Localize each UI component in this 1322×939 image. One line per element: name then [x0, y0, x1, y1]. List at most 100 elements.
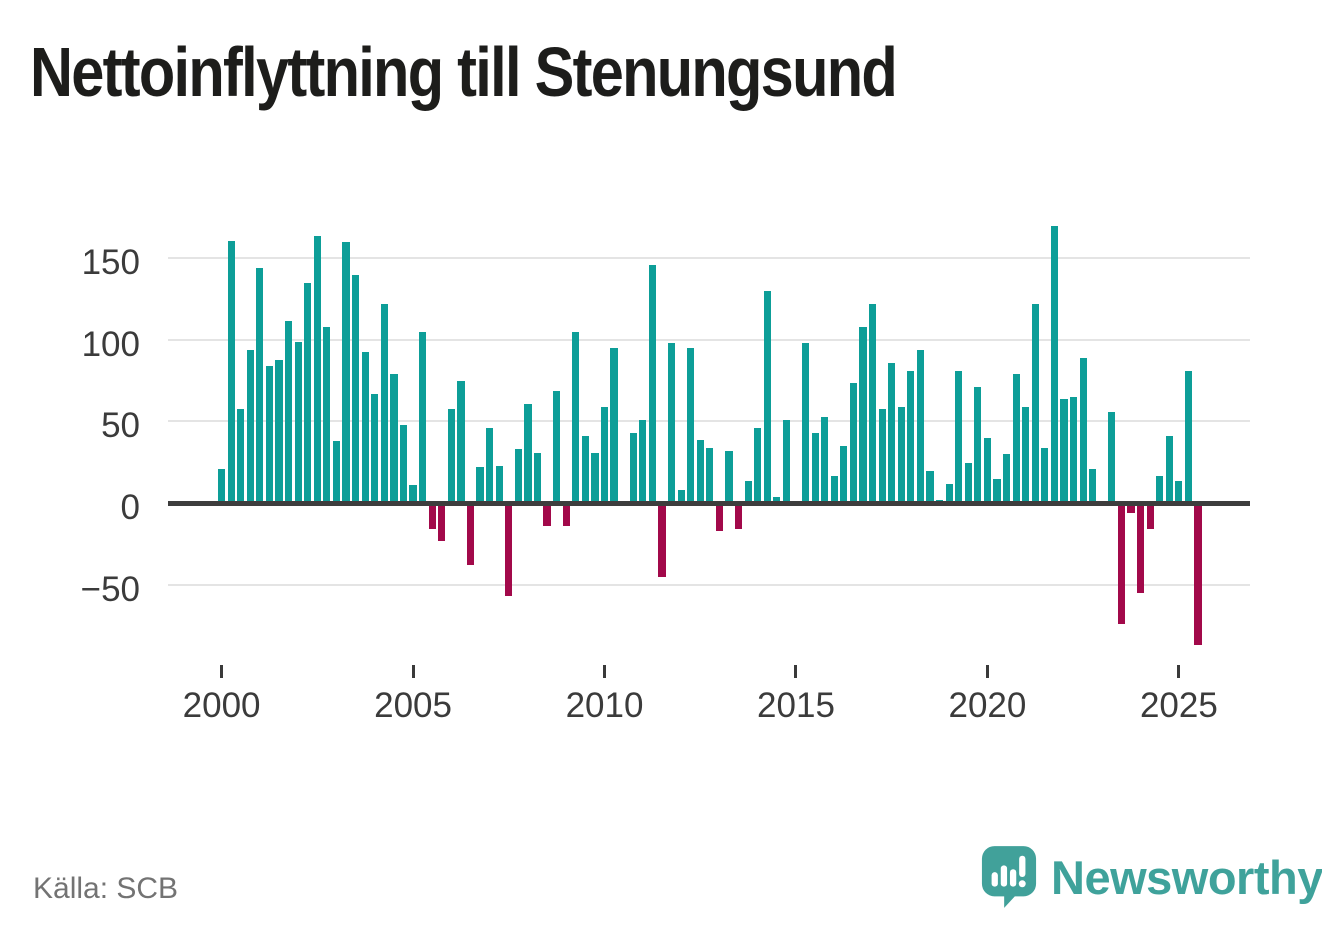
bar	[275, 359, 283, 505]
x-tick-mark	[603, 665, 607, 678]
bar	[399, 424, 408, 505]
bar	[256, 268, 264, 505]
bar	[945, 483, 953, 505]
bar	[811, 433, 819, 505]
bar	[1146, 503, 1154, 530]
bar	[983, 438, 992, 505]
bar	[352, 274, 360, 505]
newsworthy-bubble-icon	[981, 846, 1037, 908]
bar	[955, 371, 963, 505]
bar	[246, 349, 254, 505]
bar	[1002, 454, 1011, 505]
bar	[821, 416, 829, 505]
bar	[533, 452, 542, 505]
bar	[782, 420, 790, 505]
bar	[878, 408, 886, 505]
x-tick-label: 2005	[374, 686, 452, 725]
x-tick-mark	[411, 665, 415, 678]
y-tick-label: 150	[81, 243, 140, 283]
bar	[1031, 304, 1039, 505]
bar	[1127, 503, 1135, 514]
bar	[1012, 374, 1020, 505]
bar	[323, 327, 331, 505]
bar	[476, 467, 484, 505]
bar	[1022, 407, 1030, 505]
bar	[1060, 398, 1068, 505]
bar	[495, 465, 503, 505]
bar	[332, 441, 341, 505]
bar	[1108, 411, 1116, 505]
bar	[380, 304, 388, 505]
bar	[840, 446, 848, 505]
bar	[486, 428, 494, 505]
bar	[763, 291, 771, 505]
bar	[715, 503, 723, 532]
bar	[371, 393, 379, 505]
bar	[830, 475, 838, 505]
bar	[744, 480, 752, 505]
bar	[687, 348, 695, 505]
bar	[706, 447, 714, 505]
bar	[993, 478, 1001, 505]
bar	[505, 503, 513, 597]
bar	[964, 462, 972, 505]
bar	[916, 349, 925, 505]
bar	[773, 496, 781, 505]
bar	[218, 469, 226, 505]
gridline	[168, 338, 1250, 341]
bar	[639, 420, 647, 505]
bar	[304, 282, 312, 505]
bar	[667, 343, 676, 505]
bar	[514, 449, 522, 505]
bar	[294, 341, 302, 505]
bar	[285, 320, 293, 505]
bar	[677, 490, 685, 505]
y-tick-label: 0	[120, 488, 140, 527]
newsworthy-logo: Newsworthy	[980, 844, 1322, 910]
bar	[227, 240, 235, 505]
bar	[610, 348, 618, 505]
bar	[734, 503, 743, 530]
x-tick-label: 2025	[1139, 686, 1218, 725]
gridline	[168, 583, 1250, 586]
bar	[1137, 503, 1145, 594]
x-tick-mark	[220, 665, 224, 678]
bar	[907, 371, 915, 505]
bar	[754, 428, 762, 505]
bar	[553, 390, 561, 505]
bar	[361, 351, 369, 505]
bar	[265, 366, 274, 505]
bar	[868, 304, 877, 505]
bar	[1184, 371, 1193, 505]
bar	[572, 331, 580, 505]
bar	[600, 407, 609, 505]
bar	[1175, 480, 1183, 505]
bar	[1194, 503, 1202, 646]
gridline	[168, 257, 1250, 260]
bar	[457, 380, 465, 505]
bar	[1050, 225, 1059, 505]
bar	[1165, 436, 1173, 505]
x-tick-label: 2020	[948, 686, 1027, 725]
newsworthy-wordmark: Newsworthy	[1051, 850, 1322, 904]
bar	[801, 343, 810, 505]
bar	[428, 503, 436, 530]
bar	[524, 403, 532, 505]
y-tick-label: 50	[101, 406, 140, 446]
y-tick-label: −50	[80, 569, 140, 609]
x-tick-label: 2010	[565, 686, 644, 725]
bar	[1070, 397, 1078, 505]
zero-baseline	[168, 501, 1250, 506]
source-label: Källa: SCB	[33, 872, 179, 905]
bar	[926, 470, 934, 505]
bar	[1117, 503, 1126, 625]
bar	[648, 264, 656, 505]
bar	[696, 439, 704, 505]
x-tick-label: 2000	[182, 686, 261, 725]
bar	[888, 362, 896, 505]
bar	[562, 503, 570, 527]
bar	[419, 331, 427, 505]
x-tick-mark	[985, 665, 989, 678]
